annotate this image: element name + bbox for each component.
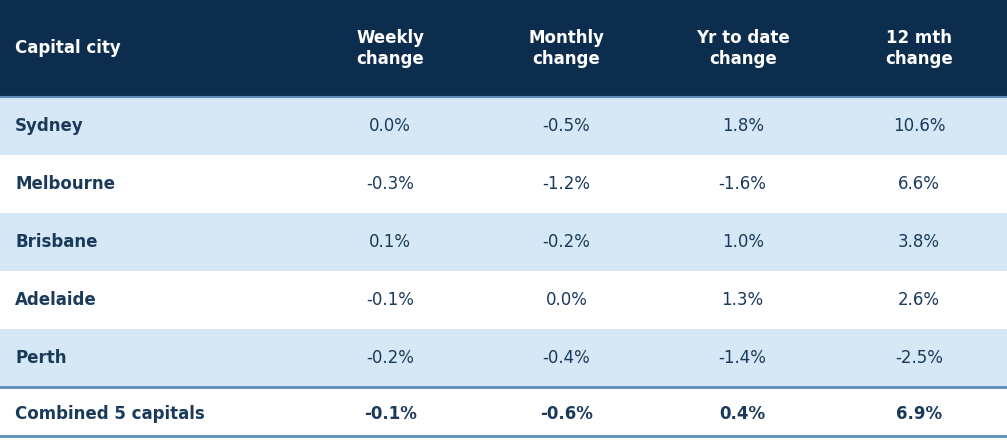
Bar: [655, 97, 831, 155]
Text: 6.6%: 6.6%: [898, 175, 940, 193]
Text: 6.9%: 6.9%: [896, 405, 942, 422]
Text: 1.0%: 1.0%: [722, 233, 763, 251]
Bar: [0, 387, 302, 440]
Bar: [831, 271, 1007, 329]
Bar: [0, 271, 302, 329]
Bar: [831, 213, 1007, 271]
Bar: [831, 329, 1007, 387]
Text: Sydney: Sydney: [15, 117, 84, 135]
Bar: [831, 155, 1007, 213]
Bar: [302, 271, 478, 329]
Bar: [478, 213, 655, 271]
Text: Monthly
change: Monthly change: [529, 29, 604, 68]
Bar: [302, 387, 478, 440]
Bar: [0, 155, 302, 213]
Text: Adelaide: Adelaide: [15, 291, 97, 309]
Text: 0.1%: 0.1%: [370, 233, 411, 251]
Bar: [831, 0, 1007, 97]
Bar: [478, 387, 655, 440]
Bar: [302, 329, 478, 387]
Bar: [0, 329, 302, 387]
Bar: [0, 0, 302, 97]
Bar: [655, 271, 831, 329]
Text: Yr to date
change: Yr to date change: [696, 29, 789, 68]
Bar: [0, 213, 302, 271]
Text: Combined 5 capitals: Combined 5 capitals: [15, 405, 204, 422]
Text: -0.2%: -0.2%: [543, 233, 590, 251]
Bar: [478, 0, 655, 97]
Text: 2.6%: 2.6%: [898, 291, 940, 309]
Text: 0.0%: 0.0%: [546, 291, 587, 309]
Text: -1.6%: -1.6%: [719, 175, 766, 193]
Text: Capital city: Capital city: [15, 40, 121, 57]
Bar: [302, 213, 478, 271]
Text: 12 mth
change: 12 mth change: [885, 29, 953, 68]
Text: -0.1%: -0.1%: [364, 405, 417, 422]
Bar: [0, 97, 302, 155]
Text: 1.3%: 1.3%: [722, 291, 763, 309]
Text: -0.6%: -0.6%: [540, 405, 593, 422]
Text: 3.8%: 3.8%: [898, 233, 940, 251]
Bar: [302, 0, 478, 97]
Bar: [478, 155, 655, 213]
Text: 10.6%: 10.6%: [892, 117, 946, 135]
Text: Weekly
change: Weekly change: [356, 29, 424, 68]
Bar: [831, 97, 1007, 155]
Text: -0.1%: -0.1%: [367, 291, 414, 309]
Bar: [478, 271, 655, 329]
Text: Melbourne: Melbourne: [15, 175, 115, 193]
Text: -2.5%: -2.5%: [895, 349, 943, 367]
Text: -0.3%: -0.3%: [367, 175, 414, 193]
Text: 1.8%: 1.8%: [722, 117, 763, 135]
Text: -1.4%: -1.4%: [719, 349, 766, 367]
Text: 0.0%: 0.0%: [370, 117, 411, 135]
Bar: [302, 155, 478, 213]
Bar: [478, 329, 655, 387]
Bar: [655, 0, 831, 97]
Text: -0.5%: -0.5%: [543, 117, 590, 135]
Text: Perth: Perth: [15, 349, 66, 367]
Bar: [655, 329, 831, 387]
Text: -0.4%: -0.4%: [543, 349, 590, 367]
Bar: [655, 155, 831, 213]
Bar: [302, 97, 478, 155]
Bar: [655, 213, 831, 271]
Text: -1.2%: -1.2%: [543, 175, 590, 193]
Bar: [655, 387, 831, 440]
Bar: [831, 387, 1007, 440]
Text: Brisbane: Brisbane: [15, 233, 98, 251]
Bar: [478, 97, 655, 155]
Text: 0.4%: 0.4%: [720, 405, 765, 422]
Text: -0.2%: -0.2%: [367, 349, 414, 367]
